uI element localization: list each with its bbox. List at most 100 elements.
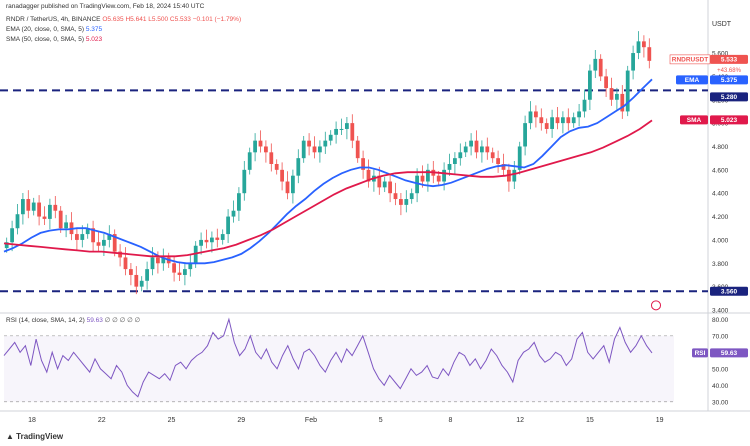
- rsi-badge-bg: [710, 348, 748, 358]
- candle-body: [642, 41, 646, 48]
- candle-body: [237, 193, 241, 211]
- candle-body: [588, 70, 592, 100]
- candle-body: [555, 117, 560, 124]
- price-tick-label: 4.000: [712, 237, 729, 244]
- legend-sma: SMA (50, close, 0, SMA, 5): [6, 36, 85, 43]
- candle-body: [53, 204, 58, 211]
- candle-body: [107, 234, 112, 240]
- level-upper-badge: 5.280: [721, 94, 738, 101]
- candle-body: [582, 99, 587, 112]
- candle-body: [615, 93, 619, 100]
- candle-body: [4, 242, 9, 249]
- candle-body: [231, 210, 236, 217]
- candle-body: [264, 146, 268, 153]
- candle-body: [561, 117, 565, 124]
- price-tick-label: 5.600: [712, 51, 729, 58]
- legend-sma-row[interactable]: SMA (50, close, 0, SMA, 5) 5.023: [6, 36, 102, 43]
- candle-body: [247, 152, 252, 170]
- price-change-label: +43.68%: [717, 68, 742, 74]
- rsi-badge-label: RSI: [695, 350, 706, 357]
- candle-body: [242, 169, 247, 194]
- price-tick-label: 4.400: [712, 191, 729, 198]
- candle-body: [350, 123, 355, 141]
- price-badge-bg: [710, 54, 748, 64]
- time-tick-label: 5: [379, 417, 383, 424]
- candle-body: [226, 216, 230, 235]
- rsi-line: [3, 317, 653, 398]
- candle-body: [177, 272, 182, 275]
- candle-body: [193, 245, 198, 264]
- candle-body: [183, 269, 187, 275]
- candle-body: [577, 111, 581, 118]
- candle-body: [318, 146, 322, 153]
- legend-rsi-row[interactable]: RSI (14, close, SMA, 14, 2) 59.63 ∅ ∅ ∅ …: [6, 316, 140, 324]
- candle-body: [123, 257, 128, 270]
- candle-body: [571, 117, 576, 124]
- sma-badge: 5.023: [721, 117, 738, 124]
- candle-body: [399, 199, 403, 205]
- candle-body: [188, 263, 193, 270]
- legend-symbol[interactable]: RNDR / TetherUS, 4h, BINANCE: [6, 16, 101, 23]
- candle-body: [323, 140, 328, 147]
- rsi-tick-label: 40.00: [712, 383, 729, 390]
- candle-body: [609, 88, 614, 100]
- candle-body: [512, 169, 517, 182]
- level-lower-badge-bg: [710, 286, 748, 296]
- candle-body: [334, 128, 338, 135]
- candle-body: [269, 152, 274, 164]
- candle-body: [566, 117, 571, 124]
- candle-body: [112, 234, 117, 252]
- candle-body: [80, 234, 85, 240]
- rsi-band: [4, 335, 674, 402]
- sma-line: [3, 119, 653, 258]
- price-symbol-badge-bg: [670, 54, 710, 64]
- candle-body: [26, 199, 31, 211]
- candle-body: [312, 146, 317, 153]
- sma-badge-bg: [710, 115, 748, 125]
- candle-body: [58, 210, 63, 229]
- tradingview-logo[interactable]: ▲ TradingView: [6, 432, 63, 441]
- candle-body: [501, 164, 506, 170]
- tradingview-logo-text: TradingView: [16, 432, 64, 441]
- rsi-badge-label-bg: [692, 348, 708, 358]
- candle-body: [593, 58, 598, 71]
- candle-body: [307, 140, 311, 147]
- candle-body: [102, 239, 106, 246]
- price-badge: 5.533: [721, 57, 738, 64]
- rsi-badge: 59.63: [721, 350, 738, 357]
- candle-body: [118, 251, 122, 258]
- ema-badge-bg: [710, 75, 748, 85]
- candle-body: [172, 263, 176, 273]
- candle-body: [210, 237, 214, 243]
- legend-ema-row[interactable]: EMA (20, close, 0, SMA, 5) 5.375: [6, 26, 102, 33]
- price-tick-label: 3.400: [712, 308, 729, 315]
- time-tick-label: 25: [168, 417, 176, 424]
- candle-body: [21, 199, 25, 215]
- level-lower-badge: 3.560: [721, 289, 738, 296]
- candle-body: [474, 140, 479, 153]
- candle-body: [280, 169, 284, 182]
- candle-body: [161, 257, 166, 264]
- candle-body: [10, 228, 14, 243]
- alert-icon: [651, 300, 661, 311]
- candle-body: [620, 93, 625, 112]
- candle-body: [253, 140, 257, 153]
- candle-body: [355, 140, 360, 159]
- sma-badge-label-bg: [680, 115, 708, 125]
- price-tick-label: 4.200: [712, 214, 729, 221]
- candle-body: [631, 53, 635, 71]
- candle-body: [534, 111, 538, 118]
- time-tick-label: 15: [586, 417, 594, 424]
- candle-body: [139, 280, 144, 287]
- candle-body: [544, 123, 549, 129]
- rsi-tick-label: 70.00: [712, 333, 729, 340]
- candle-body: [528, 111, 533, 124]
- candle-body: [636, 41, 641, 54]
- candle-body: [415, 175, 419, 194]
- candle-body: [96, 242, 101, 246]
- candle-body: [296, 158, 301, 176]
- price-tick-label: 4.800: [712, 144, 729, 151]
- candle-body: [426, 169, 430, 182]
- candle-body: [204, 239, 209, 243]
